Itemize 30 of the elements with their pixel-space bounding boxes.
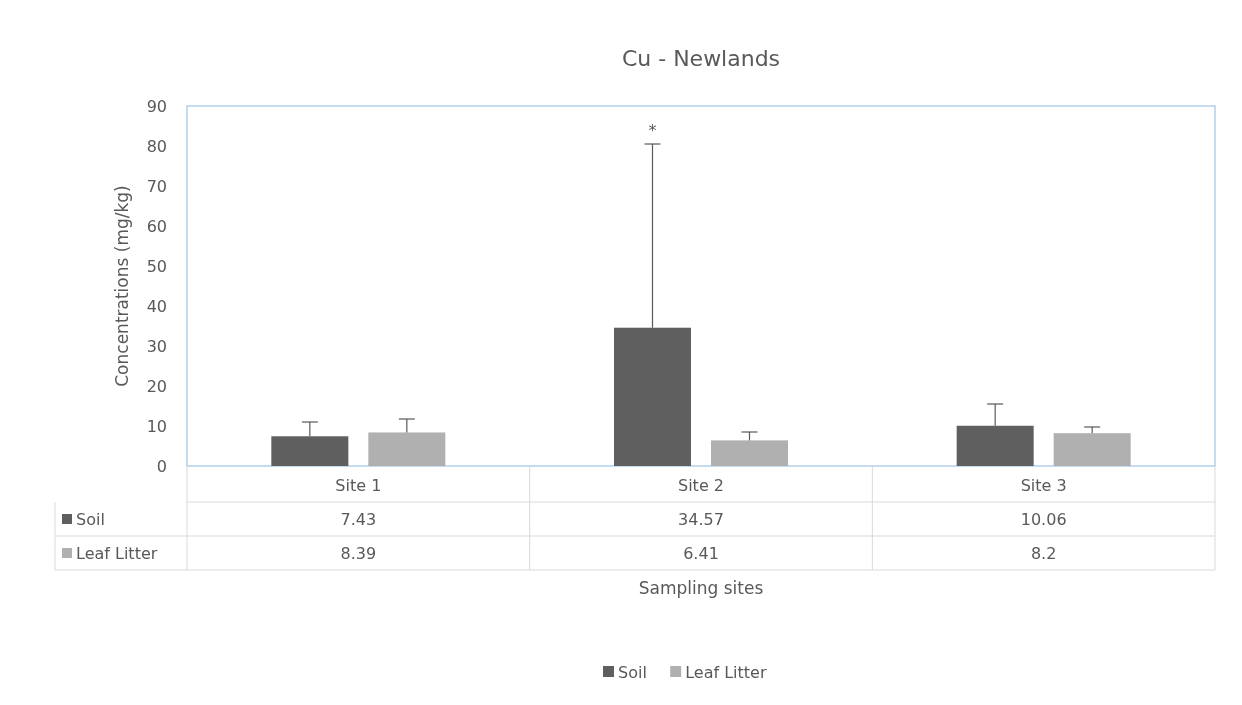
y-axis-title: Concentrations (mg/kg) — [112, 185, 132, 387]
text: Soil — [618, 662, 647, 682]
annotation: * — [648, 121, 657, 140]
y-tick-label: 30 — [146, 336, 167, 356]
data-label: 34.57 — [678, 509, 724, 529]
y-tick-label: 80 — [146, 136, 167, 156]
x-tick-label: Site 3 — [1020, 475, 1067, 495]
legend-label: Leaf Litter — [685, 662, 767, 682]
x-tick-label: Site 1 — [335, 475, 382, 495]
y-tick-label: 20 — [146, 376, 167, 396]
y-tick-label: 40 — [146, 296, 167, 316]
text: Leaf Litter — [76, 543, 158, 563]
data-label: 10.06 — [1020, 509, 1067, 529]
data-label: 7.43 — [340, 509, 377, 529]
y-tick-label: 0 — [156, 456, 167, 476]
data-label: 8.2 — [1030, 543, 1057, 563]
x-tick-label: Site 2 — [678, 475, 724, 495]
y-tick-label: 10 — [146, 416, 167, 436]
chart-title: Cu - Newlands — [621, 46, 781, 71]
y-tick-label: 50 — [146, 256, 167, 276]
bar — [1053, 433, 1131, 466]
data-label: 6.41 — [683, 543, 719, 563]
y-tick-label: 60 — [146, 216, 167, 236]
legend-label: Soil — [76, 509, 105, 529]
bar — [711, 440, 788, 466]
bar — [368, 432, 446, 466]
y-tick-label: 70 — [146, 176, 167, 196]
data-label: 8.39 — [340, 543, 377, 563]
y-tick-label: 90 — [146, 96, 167, 116]
x-axis-title: Sampling sites — [638, 578, 764, 598]
